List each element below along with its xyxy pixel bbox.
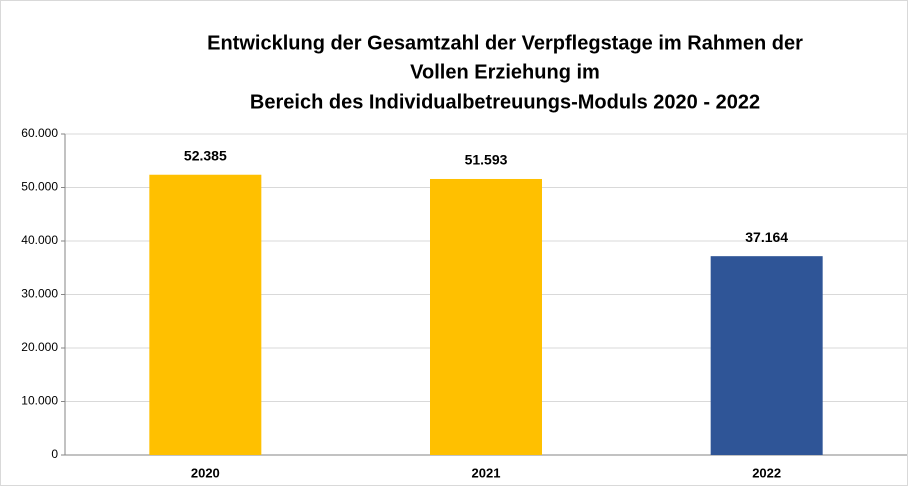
- bar: [710, 256, 823, 455]
- x-tick-label: 2020: [191, 465, 220, 480]
- x-tick-label: 2022: [752, 465, 781, 480]
- y-tick-label: 10.000: [21, 394, 58, 408]
- y-tick-label: 60.000: [21, 126, 58, 140]
- value-label: 37.164: [745, 229, 788, 245]
- y-tick-label: 40.000: [21, 233, 58, 247]
- x-tick-label: 2021: [472, 465, 501, 480]
- y-tick-label: 20.000: [21, 340, 58, 354]
- bar: [430, 178, 542, 455]
- chart-title: Vollen Erziehung im: [410, 61, 600, 83]
- chart-title: Entwicklung der Gesamtzahl der Verpflegs…: [207, 32, 803, 54]
- y-tick-label: 30.000: [21, 287, 58, 301]
- chart-title: Bereich des Individualbetreuungs-Moduls …: [250, 91, 760, 113]
- value-label: 52.385: [184, 147, 227, 163]
- value-label: 51.593: [465, 152, 508, 168]
- bar: [149, 174, 262, 456]
- y-tick-label: 50.000: [21, 180, 58, 194]
- y-tick-label: 0: [51, 447, 58, 461]
